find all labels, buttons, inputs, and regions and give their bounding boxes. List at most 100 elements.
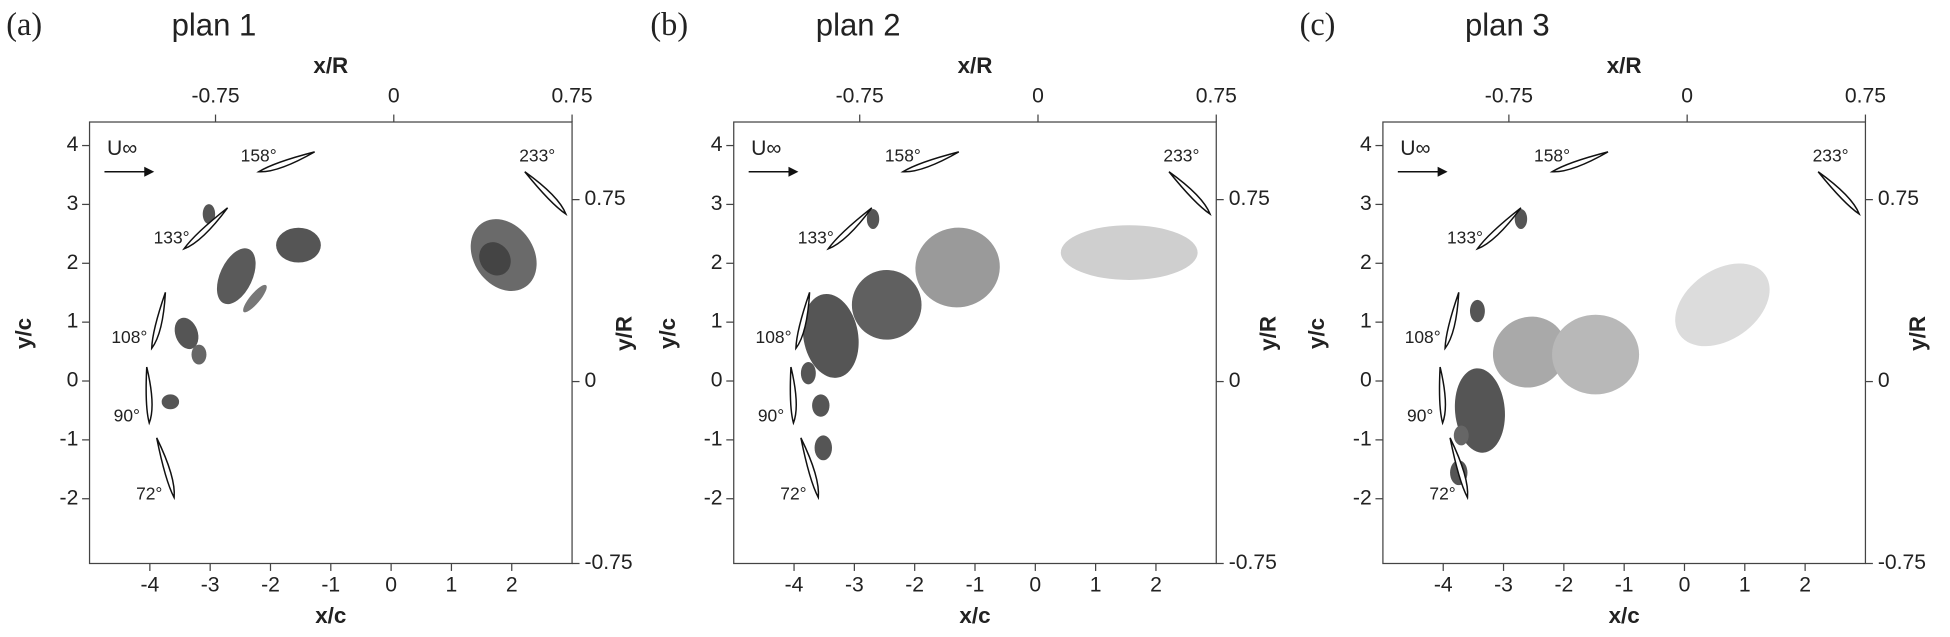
- x-tick-label: 1: [446, 573, 458, 596]
- y-axis-title: y/c: [11, 318, 36, 349]
- x-tick-label: -1: [321, 573, 340, 596]
- vortex: [216, 248, 256, 305]
- angle-label: 233°: [1163, 145, 1199, 165]
- y-tick-label: -1: [704, 427, 723, 450]
- vortex: [851, 269, 922, 340]
- x-tick-label: 2: [1150, 573, 1162, 596]
- panel-tag: (a): [6, 6, 42, 42]
- vortex: [814, 435, 832, 461]
- angle-label: 72°: [136, 484, 162, 504]
- angle-label: 158°: [885, 145, 921, 165]
- airfoil: [1168, 171, 1212, 216]
- y-axis-title: y/c: [655, 318, 680, 349]
- y2-tick-label: -0.75: [1878, 551, 1926, 574]
- x2-tick-label: -0.75: [191, 85, 239, 108]
- y-tick-label: 2: [1360, 251, 1372, 274]
- freestream-label: U∞: [1400, 137, 1430, 160]
- y-tick-label: 2: [67, 251, 79, 274]
- y2-axis-title: y/R: [611, 316, 636, 351]
- angle-label: 158°: [241, 145, 277, 165]
- panel-tag: (b): [650, 6, 688, 42]
- angle-label: 133°: [1447, 228, 1483, 248]
- angle-label: 90°: [758, 405, 784, 425]
- angle-label: 233°: [1813, 145, 1849, 165]
- x-tick-label: -1: [966, 573, 985, 596]
- panel-tag: (c): [1300, 6, 1336, 42]
- y-tick-label: 0: [711, 369, 723, 392]
- vortex: [479, 242, 511, 276]
- angle-label: 72°: [1429, 484, 1455, 504]
- airfoil: [524, 171, 568, 216]
- x-tick-label: -3: [845, 573, 864, 596]
- vortex: [800, 362, 816, 385]
- airfoil: [145, 366, 153, 426]
- x2-tick-label: 0: [1681, 85, 1693, 108]
- airfoil: [900, 151, 960, 173]
- x-tick-label: -4: [785, 573, 804, 596]
- x-tick-label: 1: [1090, 573, 1102, 596]
- angle-label: 133°: [154, 228, 190, 248]
- y-tick-label: 1: [1360, 310, 1372, 333]
- y-tick-label: 1: [711, 310, 723, 333]
- vortex: [915, 227, 1000, 308]
- angle-label: 72°: [780, 484, 806, 504]
- y2-tick-label: 0.75: [1229, 187, 1270, 210]
- y-tick-label: 2: [711, 251, 723, 274]
- vortex: [1469, 299, 1485, 323]
- angle-label: 108°: [1405, 327, 1441, 347]
- x2-tick-label: -0.75: [836, 85, 884, 108]
- airfoil: [826, 207, 873, 251]
- x2-axis-title: x/R: [958, 53, 993, 78]
- y2-tick-label: -0.75: [585, 551, 633, 574]
- x2-tick-label: 0: [388, 85, 400, 108]
- vortex: [191, 344, 207, 365]
- y-tick-label: 3: [1360, 192, 1372, 215]
- angle-label: 158°: [1534, 145, 1570, 165]
- x2-axis-title: x/R: [313, 53, 348, 78]
- x2-axis-title: x/R: [1607, 53, 1642, 78]
- panel: (c) plan 3 158° 133° 108° 90° 72° 233° U∞ -4 -3 -2 -…: [1300, 6, 1930, 628]
- vortex: [866, 209, 880, 229]
- y-tick-label: 3: [67, 192, 79, 215]
- airfoil: [150, 292, 167, 351]
- x-tick-label: -3: [1494, 573, 1513, 596]
- x-tick-label: 0: [385, 573, 397, 596]
- vortex: [1675, 263, 1770, 347]
- vortex: [174, 317, 199, 350]
- x-tick-label: -1: [1615, 573, 1634, 596]
- vortex: [1492, 316, 1567, 388]
- airfoil: [795, 292, 811, 351]
- airfoil: [789, 366, 797, 426]
- airfoil: [1444, 292, 1460, 351]
- vortex: [1060, 225, 1198, 280]
- y-tick-label: -2: [704, 486, 723, 509]
- vortex: [1514, 209, 1528, 229]
- vortex: [802, 293, 859, 378]
- vortex: [161, 394, 180, 410]
- y-tick-label: -2: [1353, 486, 1372, 509]
- x-tick-label: -2: [905, 573, 924, 596]
- vortex: [276, 227, 321, 263]
- arrow-head: [144, 166, 155, 177]
- vortex: [243, 284, 267, 313]
- x-tick-label: -3: [201, 573, 220, 596]
- arrow-head: [788, 166, 799, 177]
- x-tick-label: 0: [1679, 573, 1691, 596]
- airfoil: [182, 207, 229, 251]
- y-tick-label: 3: [711, 192, 723, 215]
- vortex: [812, 394, 830, 417]
- x2-tick-label: 0.75: [1196, 85, 1237, 108]
- airfoil: [1549, 151, 1609, 173]
- angle-label: 233°: [519, 145, 555, 165]
- x-tick-label: -2: [1554, 573, 1573, 596]
- y-tick-label: 0: [1360, 369, 1372, 392]
- vortex: [1552, 314, 1640, 395]
- freestream-label: U∞: [751, 137, 781, 160]
- y-tick-label: 4: [67, 133, 79, 156]
- y-tick-label: -1: [60, 427, 79, 450]
- y-tick-label: -2: [60, 486, 79, 509]
- y2-tick-label: 0: [1878, 369, 1890, 392]
- x-axis-title: x/c: [959, 603, 990, 628]
- airfoil: [1475, 207, 1522, 251]
